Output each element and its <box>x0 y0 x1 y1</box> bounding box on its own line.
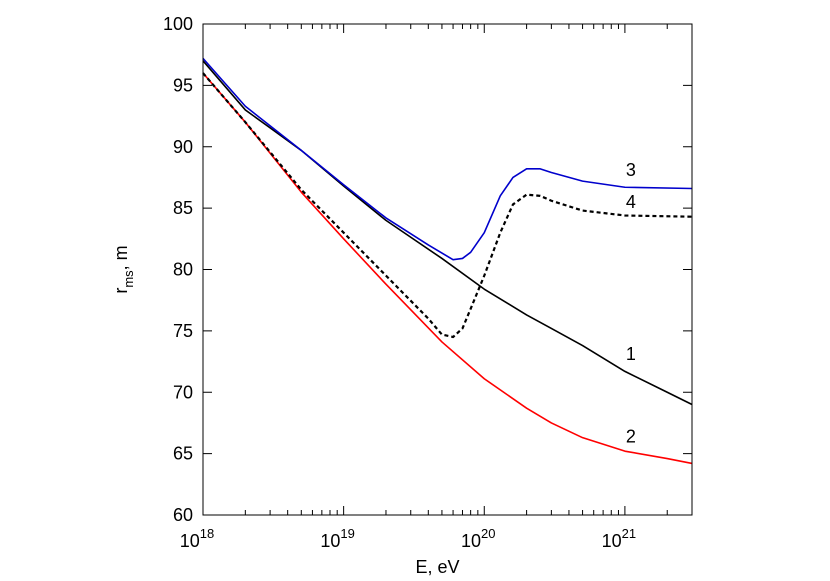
x-tick-label: 1019 <box>320 526 355 551</box>
y-tick-label: 60 <box>173 505 193 525</box>
curve-label-1: 1 <box>626 344 636 364</box>
series-line-2 <box>202 72 693 465</box>
x-tick-exponent: 21 <box>622 526 636 541</box>
y-tick-label: 70 <box>173 382 193 402</box>
y-axis-title-rest: , m <box>111 245 131 270</box>
x-tick-base: 10 <box>180 531 200 551</box>
y-tick-label: 75 <box>173 321 193 341</box>
y-axis-title-sub: ms <box>121 270 136 288</box>
x-tick-exponent: 20 <box>481 526 495 541</box>
plot-frame <box>202 23 693 516</box>
x-tick-base: 10 <box>461 531 481 551</box>
curve-label-2: 2 <box>626 426 636 446</box>
y-tick-label: 100 <box>163 14 193 34</box>
series-line-4 <box>202 72 693 339</box>
axes-layer <box>202 23 693 516</box>
y-axis-title: rms, m <box>111 245 136 293</box>
x-tick-label: 1020 <box>461 526 496 551</box>
y-tick-label: 95 <box>173 75 193 95</box>
y-tick-label: 85 <box>173 198 193 218</box>
curve-label-4: 4 <box>626 192 636 212</box>
y-tick-label: 90 <box>173 137 193 157</box>
y-tick-label: 65 <box>173 444 193 464</box>
x-tick-label: 1018 <box>180 526 215 551</box>
y-axis-title-main: r <box>111 288 131 294</box>
x-tick-base: 10 <box>320 531 340 551</box>
x-tick-exponent: 18 <box>200 526 214 541</box>
x-axis-title: E, eV <box>415 557 459 577</box>
x-tick-exponent: 19 <box>340 526 354 541</box>
x-tick-base: 10 <box>602 531 622 551</box>
series-line-1 <box>202 60 693 406</box>
series-line-3 <box>202 57 693 261</box>
curve-label-3: 3 <box>626 160 636 180</box>
y-tick-label: 80 <box>173 260 193 280</box>
x-tick-label: 1021 <box>602 526 637 551</box>
series-layer <box>202 57 693 465</box>
